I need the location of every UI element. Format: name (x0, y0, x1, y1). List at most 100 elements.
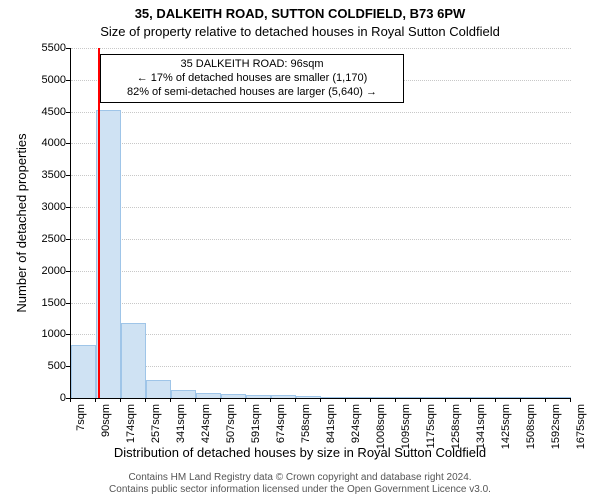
y-tick-mark (66, 334, 70, 335)
y-tick-label: 4500 (42, 106, 66, 118)
y-tick-label: 4000 (42, 137, 66, 149)
chart-title: 35, DALKEITH ROAD, SUTTON COLDFIELD, B73… (0, 6, 600, 21)
gridline (71, 366, 571, 367)
x-tick-mark (470, 398, 471, 402)
chart-subtitle: Size of property relative to detached ho… (0, 24, 600, 39)
info-box: 35 DALKEITH ROAD: 96sqm ← 17% of detache… (100, 54, 404, 103)
x-tick-label: 1675sqm (575, 404, 587, 459)
x-tick-label: 924sqm (350, 404, 362, 459)
x-tick-label: 1258sqm (450, 404, 462, 459)
x-tick-mark (95, 398, 96, 402)
attribution-line: Contains public sector information licen… (0, 484, 600, 496)
gridline (71, 303, 571, 304)
y-tick-label: 2500 (42, 233, 66, 245)
info-box-line: 35 DALKEITH ROAD: 96sqm (107, 58, 397, 72)
gridline (71, 334, 571, 335)
x-tick-label: 758sqm (300, 404, 312, 459)
x-tick-mark (245, 398, 246, 402)
chart-container: { "title": { "main": "35, DALKEITH ROAD,… (0, 0, 600, 500)
histogram-bar (471, 397, 496, 398)
x-tick-label: 1341sqm (475, 404, 487, 459)
x-tick-mark (170, 398, 171, 402)
x-tick-label: 674sqm (275, 404, 287, 459)
x-tick-mark (220, 398, 221, 402)
y-tick-mark (66, 80, 70, 81)
x-tick-mark (495, 398, 496, 402)
histogram-bar (71, 345, 96, 398)
histogram-bar (521, 397, 546, 398)
y-tick-label: 1000 (42, 328, 66, 340)
x-tick-label: 257sqm (150, 404, 162, 459)
x-tick-mark (570, 398, 571, 402)
y-tick-label: 2000 (42, 265, 66, 277)
gridline (71, 239, 571, 240)
histogram-bar (146, 380, 171, 398)
x-tick-mark (520, 398, 521, 402)
x-tick-mark (270, 398, 271, 402)
x-tick-label: 841sqm (325, 404, 337, 459)
x-tick-mark (445, 398, 446, 402)
attribution-line: Contains HM Land Registry data © Crown c… (0, 472, 600, 484)
x-tick-mark (70, 398, 71, 402)
histogram-bar (371, 397, 396, 398)
x-tick-mark (345, 398, 346, 402)
gridline (71, 175, 571, 176)
y-tick-mark (66, 48, 70, 49)
y-tick-mark (66, 271, 70, 272)
x-tick-mark (120, 398, 121, 402)
x-tick-mark (145, 398, 146, 402)
histogram-bar (221, 394, 246, 398)
x-tick-mark (295, 398, 296, 402)
x-tick-label: 1592sqm (550, 404, 562, 459)
gridline (71, 207, 571, 208)
info-box-line: ← 17% of detached houses are smaller (1,… (107, 72, 397, 86)
x-tick-label: 507sqm (225, 404, 237, 459)
gridline (71, 143, 571, 144)
info-box-line: 82% of semi-detached houses are larger (… (107, 86, 397, 100)
gridline (71, 271, 571, 272)
y-tick-mark (66, 112, 70, 113)
y-tick-mark (66, 303, 70, 304)
y-tick-label: 3000 (42, 201, 66, 213)
x-tick-mark (370, 398, 371, 402)
histogram-bar (96, 110, 121, 398)
x-tick-mark (395, 398, 396, 402)
histogram-bar (121, 323, 146, 398)
x-tick-label: 1508sqm (525, 404, 537, 459)
gridline (71, 112, 571, 113)
histogram-bar (296, 396, 321, 398)
histogram-bar (346, 397, 371, 398)
attribution: Contains HM Land Registry data © Crown c… (0, 472, 600, 496)
y-tick-label: 5000 (42, 74, 66, 86)
y-tick-label: 500 (48, 360, 66, 372)
histogram-bar (271, 395, 296, 398)
x-tick-mark (420, 398, 421, 402)
x-tick-label: 424sqm (200, 404, 212, 459)
y-tick-mark (66, 143, 70, 144)
gridline (71, 48, 571, 49)
x-tick-mark (195, 398, 196, 402)
y-tick-label: 1500 (42, 297, 66, 309)
y-tick-mark (66, 207, 70, 208)
y-tick-mark (66, 239, 70, 240)
y-tick-mark (66, 175, 70, 176)
x-tick-label: 90sqm (100, 404, 112, 459)
y-tick-label: 5500 (42, 42, 66, 54)
x-tick-label: 1425sqm (500, 404, 512, 459)
histogram-bar (546, 397, 571, 398)
histogram-bar (496, 397, 521, 398)
y-tick-label: 3500 (42, 169, 66, 181)
histogram-bar (396, 397, 421, 398)
histogram-bar (421, 397, 446, 398)
histogram-bar (446, 397, 471, 398)
y-axis-title: Number of detached properties (14, 48, 29, 398)
x-tick-mark (545, 398, 546, 402)
x-tick-label: 1175sqm (425, 404, 437, 459)
histogram-bar (196, 393, 221, 398)
x-tick-label: 591sqm (250, 404, 262, 459)
x-tick-label: 1095sqm (400, 404, 412, 459)
x-tick-label: 341sqm (175, 404, 187, 459)
x-tick-label: 7sqm (75, 404, 87, 459)
x-tick-mark (320, 398, 321, 402)
histogram-bar (171, 390, 196, 398)
